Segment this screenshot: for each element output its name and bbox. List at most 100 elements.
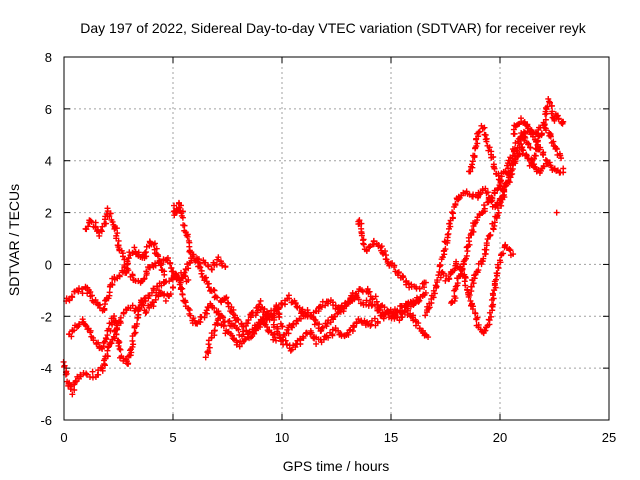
data-point: [157, 262, 164, 269]
data-point: [151, 240, 158, 247]
data-point: [412, 316, 419, 323]
data-point: [235, 326, 242, 333]
data-point: [546, 159, 553, 166]
data-point: [347, 299, 354, 306]
data-point: [385, 308, 392, 315]
data-point: [107, 210, 114, 217]
data-point: [486, 144, 493, 151]
data-point: [506, 179, 513, 186]
data-point: [449, 209, 456, 216]
data-point: [367, 321, 374, 328]
data-point: [134, 320, 141, 327]
data-point: [181, 298, 188, 305]
data-point: [119, 253, 126, 260]
plot-frame: [63, 56, 610, 421]
data-point: [75, 321, 82, 328]
data-point: [452, 202, 459, 209]
y-tick-label: 0: [45, 257, 52, 272]
data-point: [453, 260, 460, 267]
x-tick-label: 20: [493, 430, 507, 445]
data-point: [445, 276, 452, 283]
y-tick-label: -6: [40, 413, 52, 428]
data-point: [376, 306, 383, 313]
data-point: [493, 276, 500, 283]
data-point: [482, 185, 489, 192]
data-point: [491, 190, 498, 197]
data-point: [355, 296, 362, 303]
data-point: [167, 291, 174, 298]
data-point: [471, 275, 478, 282]
data-point: [446, 220, 453, 227]
data-point: [117, 314, 124, 321]
data-point: [412, 283, 419, 290]
data-point: [176, 204, 183, 211]
data-point: [479, 125, 486, 132]
data-point: [244, 320, 251, 327]
data-point: [116, 339, 123, 346]
data-point: [491, 219, 498, 226]
data-point: [115, 342, 122, 349]
data-point: [335, 327, 342, 334]
data-point: [173, 271, 180, 278]
data-point: [141, 275, 148, 282]
data-point: [222, 264, 229, 271]
data-point: [205, 348, 212, 355]
data-point: [472, 144, 479, 151]
data-point: [358, 318, 365, 325]
data-point: [500, 250, 507, 257]
data-point: [116, 345, 123, 352]
data-point: [155, 253, 162, 260]
y-tick-label: 4: [45, 154, 52, 169]
data-point: [481, 202, 488, 209]
data-point: [506, 160, 513, 167]
data-point: [509, 155, 516, 162]
data-point: [83, 370, 90, 377]
data-point: [171, 202, 178, 209]
data-point: [75, 285, 82, 292]
data-point: [399, 307, 406, 314]
data-point: [259, 317, 266, 324]
data-point: [524, 123, 531, 130]
data-point: [368, 302, 375, 309]
data-point: [560, 165, 567, 172]
data-point: [125, 360, 132, 367]
data-point: [501, 187, 508, 194]
data-point: [475, 267, 482, 274]
data-point: [135, 304, 142, 311]
data-point: [197, 319, 204, 326]
data-point: [211, 287, 218, 294]
data-point: [70, 327, 77, 334]
data-point: [371, 301, 378, 308]
data-point: [553, 209, 560, 216]
data-point: [444, 231, 451, 238]
data-point: [72, 377, 79, 384]
data-point: [382, 248, 389, 255]
data-point: [554, 112, 561, 119]
data-point: [153, 245, 160, 252]
data-point: [337, 304, 344, 311]
data-point: [99, 223, 106, 230]
data-point: [115, 242, 122, 249]
data-point: [422, 312, 429, 319]
data-point: [198, 267, 205, 274]
data-point: [274, 305, 281, 312]
data-point: [485, 147, 492, 154]
data-point: [469, 158, 476, 165]
data-point: [372, 293, 379, 300]
data-point: [545, 95, 552, 102]
y-tick-label: 8: [45, 50, 52, 65]
data-point: [251, 330, 258, 337]
data-point: [113, 331, 120, 338]
data-point: [481, 205, 488, 212]
data-point: [520, 147, 527, 154]
data-point: [360, 240, 367, 247]
data-point: [271, 334, 278, 341]
data-point: [297, 337, 304, 344]
data-point: [469, 193, 476, 200]
data-point: [104, 353, 111, 360]
data-point: [534, 137, 541, 144]
data-point: [553, 146, 560, 153]
data-point: [189, 253, 196, 260]
data-point: [318, 304, 325, 311]
data-point: [537, 167, 544, 174]
